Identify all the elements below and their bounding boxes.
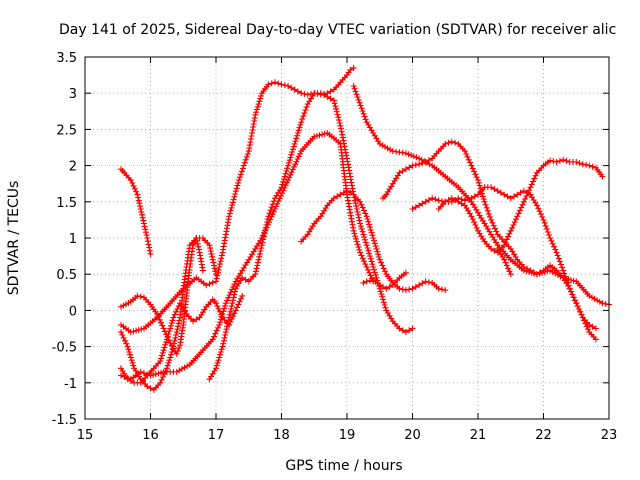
series-sat-c [118,235,219,393]
series-markers [435,156,606,256]
x-tick-label: 20 [404,428,421,443]
series-sat-h [298,187,449,294]
series-sat-g [206,90,416,383]
y-tick-label: 0.5 [56,268,77,283]
x-axis-ticks: 15 16 17 18 19 20 21 22 23 [77,57,618,443]
series-markers [118,292,246,386]
series-sat-a [118,166,154,257]
y-tick-label: 3 [69,87,77,102]
y-tick-label: 2.5 [56,123,77,138]
y-tick-label: 1.5 [56,196,77,211]
series-sat-n [494,245,514,278]
y-tick-label: 3.5 [56,51,77,66]
series-sat-j [350,83,612,308]
chart-title: Day 141 of 2025, Sidereal Day-to-day VTE… [59,22,616,38]
x-tick-label: 22 [535,428,552,443]
y-axis-ticks: -1.5 -1 -0.5 0 0.5 1 1.5 2 2.5 3 3.5 [52,51,609,428]
x-tick-label: 21 [470,428,487,443]
series-markers [409,184,599,332]
series-line [438,159,603,254]
series-line [382,141,597,340]
y-tick-label: 0 [69,304,77,319]
series-markers [206,90,416,383]
series-sat-e [118,130,377,383]
x-tick-label: 16 [142,428,159,443]
series-sat-b [118,235,206,357]
series-line [120,67,354,333]
x-tick-label: 18 [273,428,290,443]
x-tick-label: 15 [77,428,94,443]
grid-lines [85,57,609,419]
y-tick-label: -1 [64,377,77,392]
x-tick-label: 23 [601,428,618,443]
series-markers [118,235,219,393]
series-markers [118,235,206,357]
series-sat-m [435,156,606,256]
y-axis-label: SDTVAR / TECUs [6,181,22,296]
x-tick-label: 19 [339,428,356,443]
y-tick-label: 1 [69,232,77,247]
series-sat-i [360,269,409,292]
series-markers [118,166,154,257]
series-markers [298,187,449,294]
y-tick-label: -1.5 [52,413,77,428]
series-line [120,236,204,356]
series-markers [118,130,377,383]
x-tick-label: 17 [208,428,225,443]
series-markers [360,269,409,292]
series-line [208,92,413,380]
series-markers [494,245,514,278]
series-line [353,85,610,306]
y-tick-label: -0.5 [52,341,77,356]
plot-area [118,64,612,393]
series-line [120,132,374,380]
y-tick-label: 2 [69,160,77,175]
x-axis-label: GPS time / hours [285,458,402,474]
